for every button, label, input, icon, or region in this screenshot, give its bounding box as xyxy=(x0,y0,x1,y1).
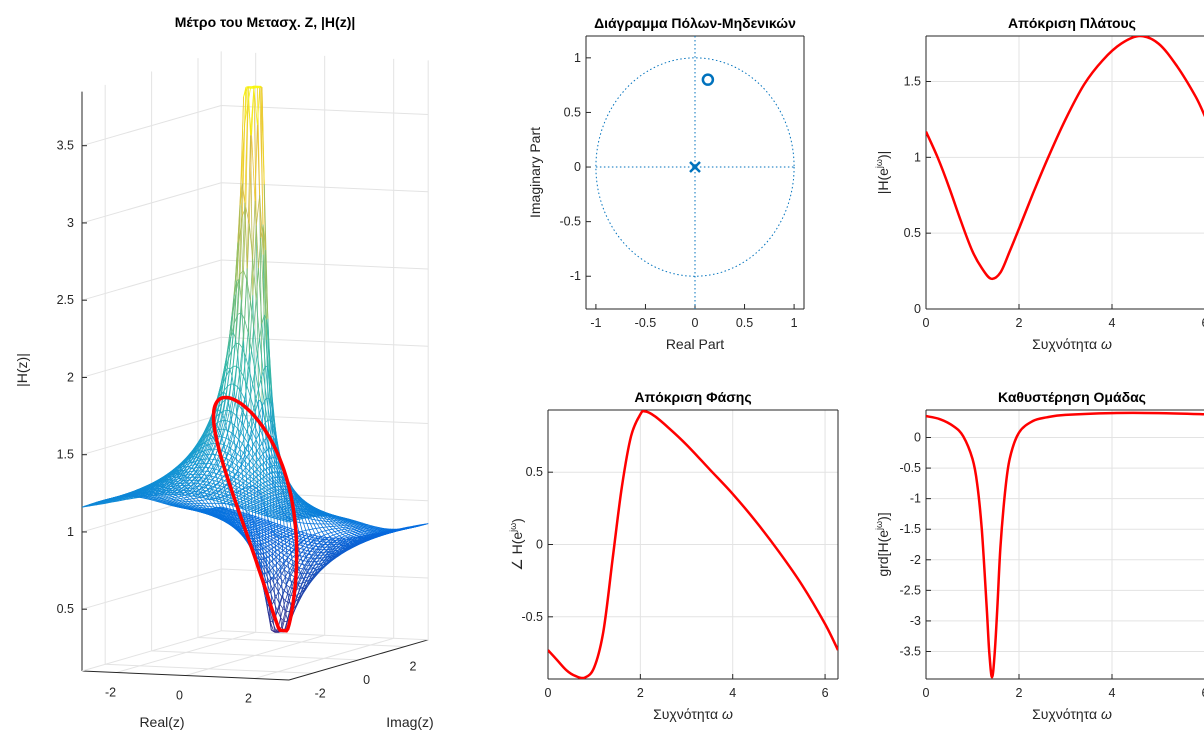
x-tick-label: 6 xyxy=(1202,316,1204,330)
x-tick-label: 4 xyxy=(729,686,736,700)
z-tick-label: 1.5 xyxy=(57,448,74,462)
y-tick-label: 2 xyxy=(410,660,417,674)
chart-title: Απόκριση Φάσης xyxy=(634,389,751,405)
x-tick-label: -0.5 xyxy=(635,316,657,330)
y-tick-label: 0.5 xyxy=(526,465,543,479)
y-tick-label: -2 xyxy=(910,553,921,567)
z-tick-label: 3 xyxy=(67,216,74,230)
y-tick-label: 0 xyxy=(363,673,370,687)
y-axis-label: Imaginary Part xyxy=(527,127,543,218)
y-tick-label: 0 xyxy=(914,302,921,316)
y-tick-label: 1.5 xyxy=(904,75,921,89)
x-tick-label: 0 xyxy=(923,686,930,700)
y-tick-label: 0 xyxy=(914,431,921,445)
x-tick-label: 2 xyxy=(1016,686,1023,700)
y-tick-label: -0.5 xyxy=(899,461,921,475)
x-tick-label: 0 xyxy=(692,316,699,330)
box-edge xyxy=(221,630,429,641)
x-tick-label: 0 xyxy=(176,689,183,703)
y-axis-label: ∠ H(ejω) xyxy=(508,518,525,571)
unit-circle xyxy=(595,57,795,277)
z-tick-label: 2 xyxy=(67,370,74,384)
series-line xyxy=(926,36,1204,281)
x-tick-label: 1 xyxy=(791,316,798,330)
series-group xyxy=(926,36,1204,281)
z-tick-label: 0.5 xyxy=(57,602,74,616)
series-group xyxy=(548,410,838,679)
y-tick-label: 1 xyxy=(574,51,581,65)
x-axis-label: Real Part xyxy=(666,336,724,352)
y-axis-label: |H(ejω)| xyxy=(874,151,891,195)
series-line xyxy=(548,410,838,679)
x-tick-label: -2 xyxy=(105,686,116,700)
box-edge xyxy=(81,630,222,672)
chart-1: -1 -0.5 0 0.5 1 -1 -0.5 0 0.5 1 Διάγραμμα Πόλων-Μη… xyxy=(527,15,805,352)
series-group xyxy=(926,411,1204,679)
box-edge xyxy=(81,670,290,681)
z-gridline xyxy=(81,259,429,301)
y-axis-label: Imag(z) xyxy=(386,714,433,730)
z-tick-label: 2.5 xyxy=(57,293,74,307)
x-tick-label: 2 xyxy=(637,686,644,700)
y-tick-label: -0.5 xyxy=(559,215,581,229)
unit-circle-group xyxy=(595,36,795,309)
x-axis-label: Συχνότητα ω xyxy=(1032,336,1112,352)
y-tick-label: -3 xyxy=(910,614,921,628)
y-tick-label: -3.5 xyxy=(899,644,921,658)
x-tick-label: 4 xyxy=(1109,686,1116,700)
x-tick-label: 2 xyxy=(245,692,252,706)
box-edge xyxy=(288,639,429,681)
zero-marker xyxy=(701,73,715,86)
x-tick-label: 0 xyxy=(923,316,930,330)
imag-floor-gridline xyxy=(151,650,359,661)
chart-4: 0 2 4 6 0 -0.5 -1 -1.5 -2 -2.5 -3 -3.5 Καθυστέρηση Ο… xyxy=(874,389,1204,722)
imag-floor-gridline xyxy=(105,663,313,674)
series-line xyxy=(926,411,1204,679)
y-tick-label: 1 xyxy=(914,150,921,164)
y-axis-label: grd[H(ejω)] xyxy=(874,512,891,576)
x-axis-label: Συχνότητα ω xyxy=(1032,706,1112,722)
y-tick-label: 0 xyxy=(536,538,543,552)
z-gridline xyxy=(81,568,429,610)
x-tick-label: 4 xyxy=(1109,316,1116,330)
x-tick-label: 0 xyxy=(545,686,552,700)
y-tick-label: -0.5 xyxy=(521,610,543,624)
x-tick-label: 2 xyxy=(1016,316,1023,330)
x-tick-label: -1 xyxy=(590,316,601,330)
chart-title: Απόκριση Πλάτους xyxy=(1008,15,1136,31)
chart-title: Καθυστέρηση Ομάδας xyxy=(998,389,1146,405)
imag-floor-gridline xyxy=(197,637,406,647)
unit-circle-response xyxy=(211,395,299,633)
z-axis-label: |H(z)| xyxy=(14,353,30,387)
z-tick-label: 1 xyxy=(67,525,74,539)
y-tick-label: -2 xyxy=(315,686,326,700)
z-tick-label: 3.5 xyxy=(57,139,74,153)
x-axis-label: Συχνότητα ω xyxy=(653,706,733,722)
chart-0: 0.5 1 1.5 2 2.5 3 3.5 -2 0 2 -2 0 2 Real(z) Imag(z) |H(… xyxy=(14,14,434,730)
y-tick-label: -1 xyxy=(910,492,921,506)
y-tick-label: -1 xyxy=(570,269,581,283)
y-tick-label: 0.5 xyxy=(564,105,581,119)
y-tick-label: 0 xyxy=(574,160,581,174)
chart-title: Μέτρο του Μετασχ. Ζ, |H(z)| xyxy=(175,14,356,30)
chart-title: Διάγραμμα Πόλων-Μηδενικών xyxy=(594,15,796,31)
x-axis-label: Real(z) xyxy=(139,714,184,730)
x-tick-label: 6 xyxy=(1202,686,1204,700)
chart-3: 0 2 4 6 -0.5 0 0.5 Απόκριση Φάσης Συχνότητα ω ∠ H… xyxy=(508,389,839,722)
x-tick-label: 0.5 xyxy=(736,316,753,330)
chart-2: 0 2 4 6 0 0.5 1 1.5 Απόκριση Πλάτους Συχνότητα ω |… xyxy=(874,15,1204,352)
surface-mesh xyxy=(81,85,429,633)
pole-marker xyxy=(689,161,701,173)
y-tick-label: -1.5 xyxy=(899,522,921,536)
y-tick-label: 0.5 xyxy=(904,226,921,240)
x-tick-label: 6 xyxy=(822,686,829,700)
y-tick-label: -2.5 xyxy=(899,583,921,597)
